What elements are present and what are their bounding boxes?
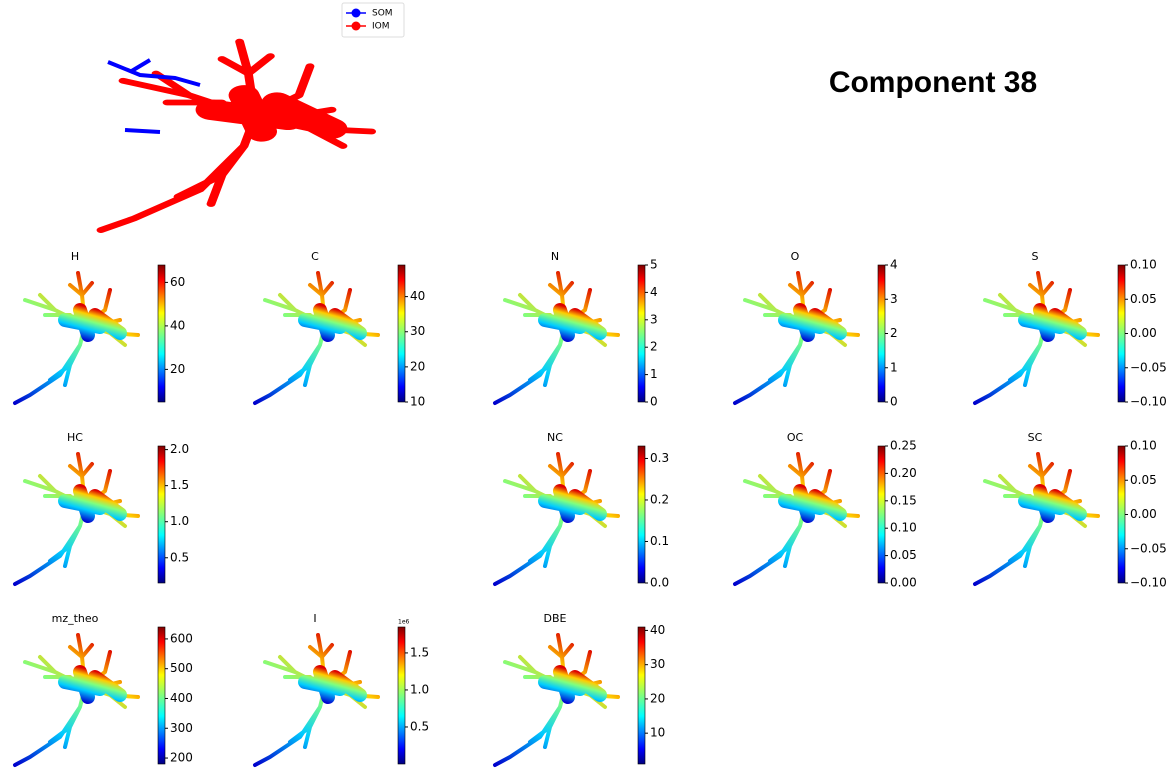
colorbar-tick-label: 0.20 [890,466,917,480]
colorbar-tick-label: 2.0 [170,442,189,456]
panel-title: S [1032,250,1039,263]
colorbar-tick-label: 400 [170,691,193,705]
colorbar-tick-label: 0 [650,395,658,409]
colorbar-tick-label: 200 [170,751,193,765]
colorbar [397,626,406,765]
colorbar-tick-label: 0.5 [410,719,429,733]
colorbar-tick-label: −0.05 [1130,541,1167,555]
network [495,454,618,584]
colorbar-tick-label: 40 [410,289,425,303]
colorbar-tick-label: 0.10 [890,521,917,535]
colorbar [1117,445,1126,584]
colorbar-tick-label: 0.05 [890,548,917,562]
colorbar-tick-label: 10 [650,726,665,740]
colorbar-tick-label: −0.05 [1130,360,1167,374]
colorbar-tick-label: 0.1 [650,534,669,548]
colorbar-tick-label: 1.5 [170,478,189,492]
colorbar-tick-label: 40 [170,318,185,332]
panel-title: OC [787,431,804,444]
colorbar-tick-label: 0.00 [1130,507,1157,521]
figure-title: Component 38 [829,66,1037,99]
colorbar [637,445,646,584]
colorbar-tick-label: 1 [890,360,898,374]
network-som [107,58,201,134]
panel-title: N [551,250,559,263]
colorbar [877,264,886,403]
colorbar-tick-label: 2 [650,340,658,354]
colorbar-tick-label: 1.5 [410,645,429,659]
colorbar-tick-label: 0.00 [1130,326,1157,340]
panel-title: DBE [544,612,567,625]
colorbar-tick-label: 20 [650,691,665,705]
network [15,635,138,765]
colorbar-tick-label: 0.10 [1130,439,1157,453]
colorbar-tick-label: 30 [410,324,425,338]
network [255,635,378,765]
network [975,454,1098,584]
network [735,273,858,403]
colorbar-tick-label: 0.15 [890,493,917,507]
panel-title: O [791,250,800,263]
colorbar-tick-label: 5 [650,258,658,272]
network [15,273,138,403]
legend-marker [351,8,361,18]
colorbar-tick-label: −0.10 [1130,395,1167,409]
network [735,454,858,584]
colorbar-tick-label: 300 [170,721,193,735]
colorbar-tick-label: 1.0 [170,514,189,528]
panel-title: NC [547,431,563,444]
colorbar-tick-label: 0.05 [1130,292,1157,306]
network [495,635,618,765]
colorbar-tick-label: 600 [170,631,193,645]
colorbar-tick-label: 40 [650,623,665,637]
colorbar [157,264,166,403]
colorbar-tick-label: 3 [650,312,658,326]
network-iom [101,42,372,231]
colorbar-tick-label: 500 [170,661,193,675]
network [495,273,618,403]
colorbar [157,445,166,584]
colorbar-tick-label: 0.5 [170,550,189,564]
colorbar-tick-label: 3 [890,292,898,306]
colorbar-tick-label: 1.0 [410,682,429,696]
colorbar-tick-label: 2 [890,326,898,340]
colorbar-tick-label: 0.2 [650,492,669,506]
colorbar-tick-label: 0.10 [1130,258,1157,272]
colorbar-tick-label: 0.05 [1130,473,1157,487]
panel-title: mz_theo [52,612,99,625]
colorbar-tick-label: 0.3 [650,451,669,465]
panel-title: HC [67,431,83,444]
panel-title: H [71,250,79,263]
network [15,454,138,584]
colorbar-tick-label: 1 [650,367,658,381]
colorbar-tick-label: 0.25 [890,439,917,453]
colorbar-tick-label: 0.00 [890,576,917,590]
colorbar-tick-label: 4 [890,258,898,272]
colorbar [157,626,166,765]
panel-title: I [313,612,316,625]
colorbar [877,445,886,584]
colorbar [637,626,646,765]
colorbar-tick-label: 20 [170,362,185,376]
network [975,273,1098,403]
legend-label: SOM [372,9,393,19]
colorbar-tick-label: 4 [650,285,658,299]
colorbar-offset: 1e6 [398,619,410,626]
colorbar [397,264,406,403]
colorbar-tick-label: −0.10 [1130,576,1167,590]
colorbar-tick-label: 20 [410,359,425,373]
panel-title: C [311,250,319,263]
network [255,273,378,403]
legend-marker [351,21,361,31]
colorbar-tick-label: 60 [170,275,185,289]
colorbar [637,264,646,403]
colorbar-tick-label: 0 [890,395,898,409]
colorbar-tick-label: 10 [410,395,425,409]
legend-label: IOM [372,22,390,32]
colorbar [1117,264,1126,403]
colorbar-tick-label: 30 [650,657,665,671]
panel-title: SC [1028,431,1043,444]
colorbar-tick-label: 0.0 [650,576,669,590]
